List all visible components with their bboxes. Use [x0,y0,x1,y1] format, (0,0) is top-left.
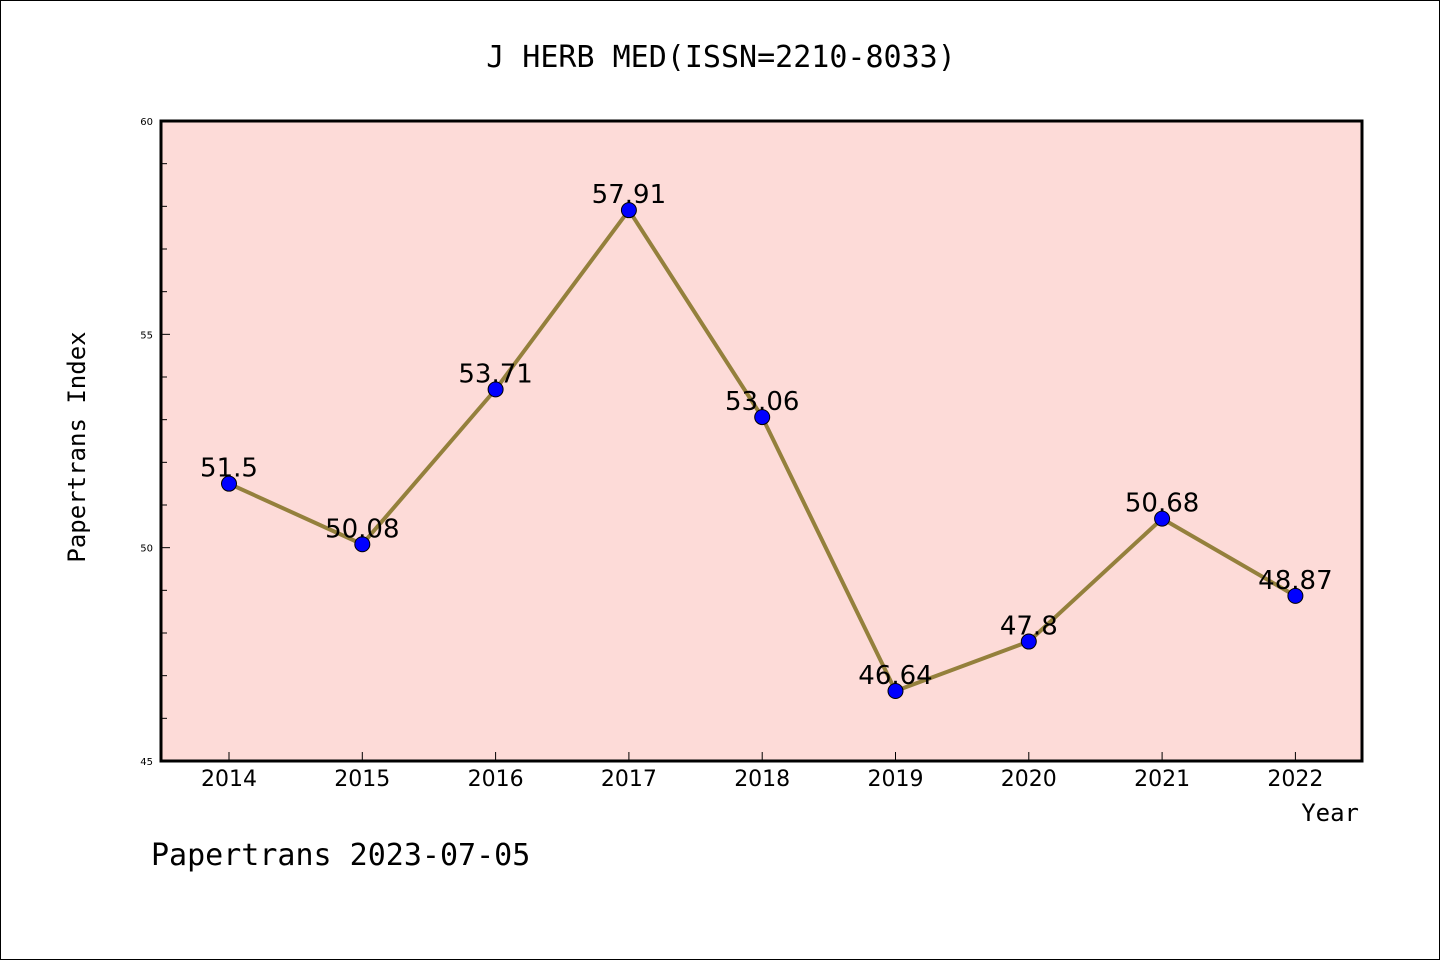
y-tick-label: 50 [140,544,153,555]
data-label: 47.8 [1000,612,1058,642]
y-axis: 45 50 55 60 [140,117,170,768]
x-tick-label: 2016 [468,767,524,792]
y-axis-title: Papertrans Index [63,331,91,562]
data-point [754,409,771,426]
x-tick-label: 2018 [734,767,790,792]
data-point [1287,587,1304,604]
x-axis-title: Year [1301,799,1359,827]
x-tick-label: 2022 [1267,767,1323,792]
data-point [1154,510,1171,527]
x-tick-label: 2020 [1001,767,1057,792]
footer-text: Papertrans 2023-07-05 [151,838,530,873]
data-label: 50.08 [325,514,399,544]
y-tick-label: 60 [140,117,153,128]
y-tick-label: 55 [140,330,153,341]
data-point [487,381,504,398]
chart-title: J HERB MED(ISSN=2210-8033) [486,40,956,75]
data-label: 51.5 [200,454,258,484]
y-tick-label: 45 [140,757,153,768]
x-axis: 2014 2015 2016 2017 2018 2019 2020 2021 2022 [201,752,1323,792]
data-point [1020,633,1037,650]
plot-area [159,119,1364,763]
data-point [354,536,371,553]
x-tick-label: 2015 [334,767,390,792]
data-point [620,202,637,219]
x-tick-label: 2017 [601,767,657,792]
x-tick-label: 2021 [1134,767,1190,792]
data-label: 53.06 [725,387,799,417]
data-point [221,475,237,492]
x-tick-label: 2019 [868,767,924,792]
data-label: 57.91 [592,180,666,210]
data-label: 48.87 [1258,566,1332,596]
x-tick-label: 2014 [201,767,257,792]
data-label: 46.64 [858,661,932,691]
data-label-group: 51.5 50.08 53.71 57.91 53.06 46.64 47.8 50.68 48… [200,180,1333,691]
series-group [221,202,1304,700]
data-label: 50.68 [1125,489,1199,519]
data-point [887,683,904,700]
data-label: 53.71 [458,359,532,389]
